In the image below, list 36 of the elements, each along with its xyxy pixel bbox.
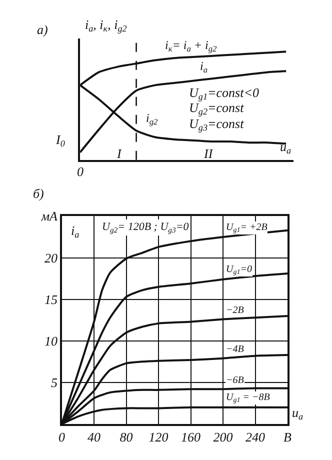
series-label: −4В — [226, 344, 244, 355]
annotation: U$_{g3}$=const — [189, 116, 244, 133]
x-tick-label: 40 — [88, 429, 102, 444]
y-tick-label: 15 — [44, 292, 58, 307]
x-axis-title: u$_{a}$ — [292, 405, 304, 422]
chart-title: а) — [37, 22, 48, 37]
x-tick-label: 160 — [181, 429, 202, 444]
x-tick-label: 120 — [148, 429, 169, 444]
series-label: −6В — [226, 375, 244, 386]
series-label: i$_{g2}$ — [146, 111, 158, 127]
annotation: U$_{g2}$= 120В ; U$_{g3}$=0 — [102, 221, 190, 234]
x-tick-label: 80 — [120, 429, 134, 444]
x-tick-label: В — [284, 429, 292, 444]
annotation: U$_{g1}$=const<0 — [189, 85, 260, 102]
text: I$_{0}$ — [55, 132, 66, 149]
annotation: II — [203, 146, 214, 161]
series-label: U$_{g1}$ = −8В — [226, 392, 270, 404]
y-axis-title: i$_{a}$ — [71, 223, 80, 240]
y-tick-label: мА — [40, 208, 58, 224]
series-label: i$_{к}$= i$_{a}$ + i$_{g2}$ — [165, 38, 217, 54]
x-tick-label: 0 — [58, 429, 66, 444]
x-tick-label: 240 — [246, 429, 266, 444]
x-tick-label: 200 — [213, 429, 234, 444]
annotation: I — [116, 146, 122, 161]
annotation: U$_{g2}$=const — [189, 100, 244, 117]
chart-title: б) — [33, 186, 44, 201]
y-tick-label: 20 — [44, 250, 58, 266]
series-label: i$_{a}$ — [200, 59, 208, 75]
series-label: U$_{g1}$= +2В — [226, 222, 268, 234]
y-axis-title: i$_{a}$, i$_{к}$, i$_{g2}$ — [85, 17, 128, 34]
text: 0 — [77, 164, 84, 179]
series-label: −2В — [226, 305, 244, 316]
y-tick-label: 5 — [50, 375, 58, 390]
x-axis-title: u$_{a}$ — [280, 139, 292, 156]
series-label: U$_{g1}$=0 — [226, 264, 252, 276]
y-tick-label: 10 — [44, 333, 58, 348]
